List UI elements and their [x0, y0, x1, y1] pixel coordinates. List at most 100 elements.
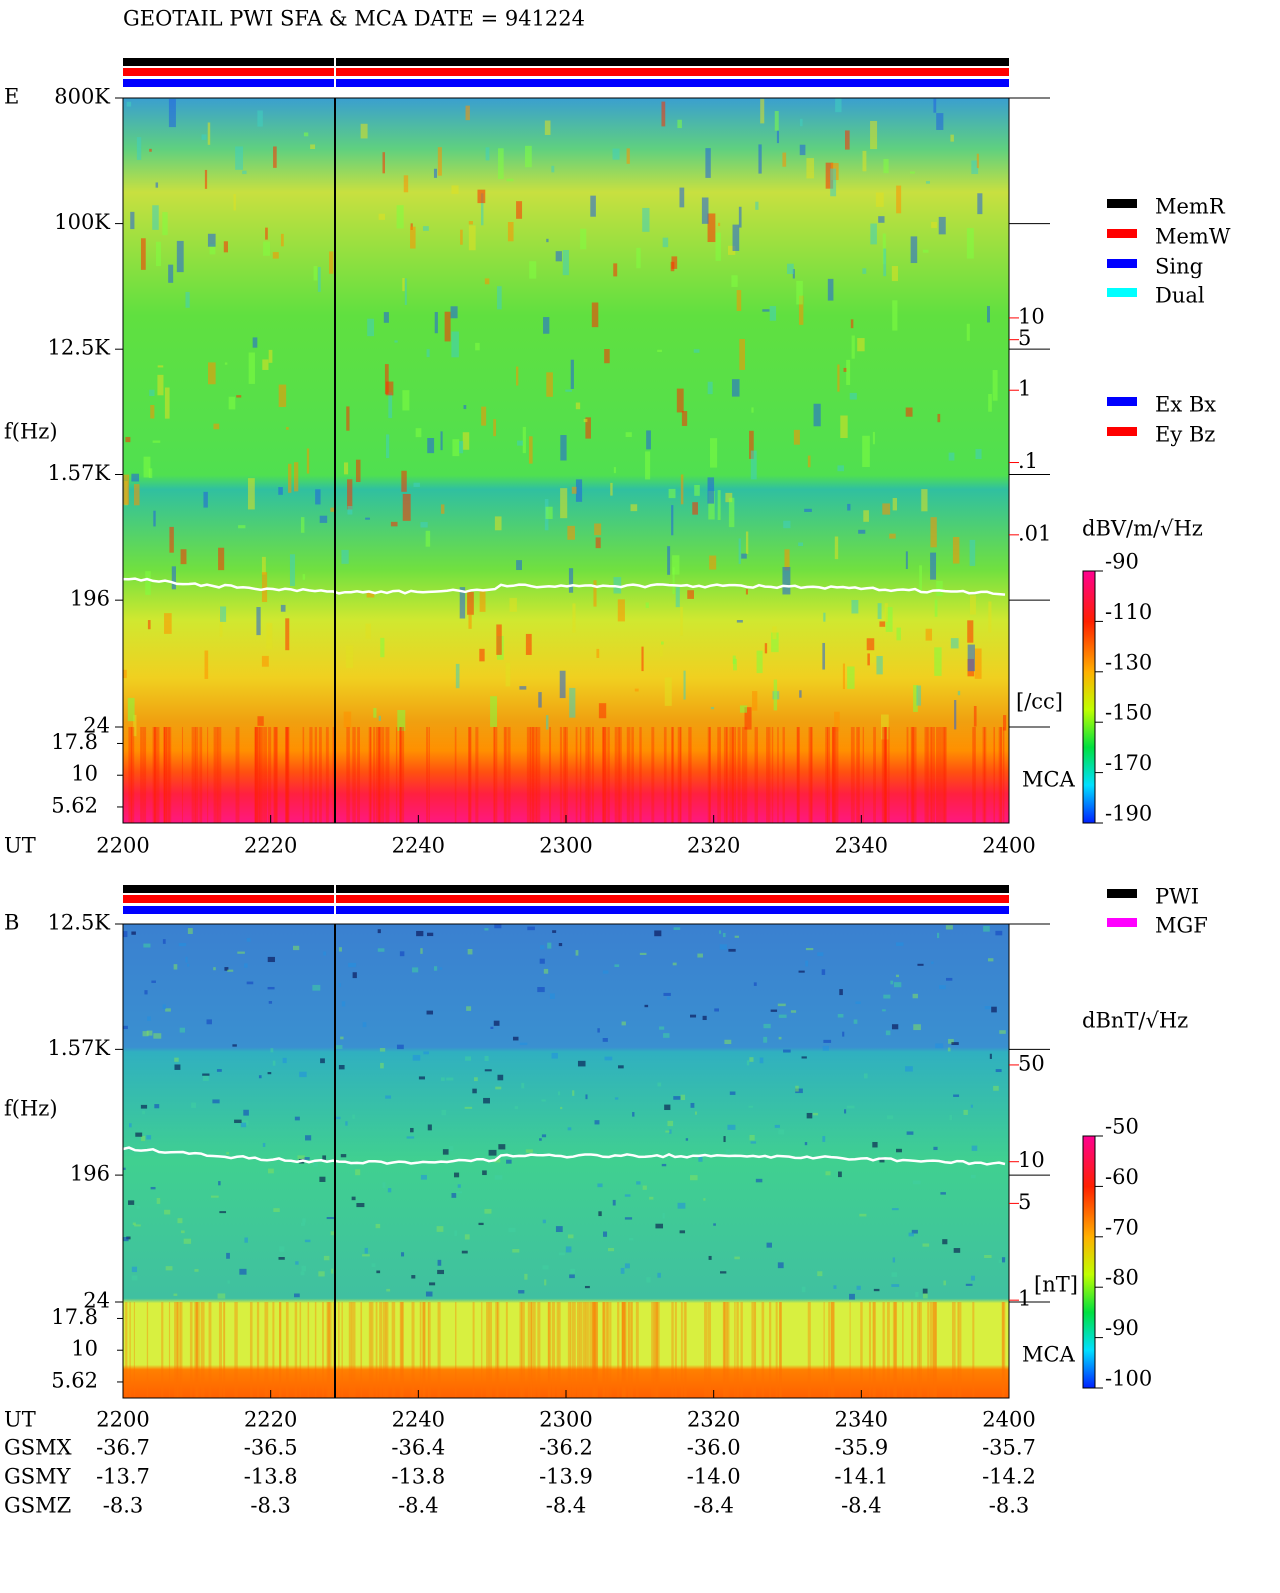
mca-texture	[680, 1302, 683, 1398]
spectrogram-texture	[739, 338, 746, 370]
mca-texture	[163, 727, 168, 823]
spectrogram-texture	[367, 318, 375, 337]
spectrogram-texture	[834, 536, 839, 560]
mca-texture	[521, 1302, 525, 1398]
spectrogram-texture	[356, 1202, 365, 1208]
spectrogram-texture	[235, 146, 244, 170]
spectrogram-texture	[243, 1109, 249, 1116]
spectrogram-texture	[343, 711, 352, 729]
x-axis-label: UT	[4, 1408, 36, 1432]
mca-texture	[911, 727, 915, 823]
legend-label: Ex Bx	[1155, 393, 1216, 417]
spectrogram-texture	[763, 1023, 771, 1029]
spectrogram-texture	[624, 1194, 631, 1197]
mca-texture	[370, 1302, 374, 1398]
spectrogram-texture	[240, 1122, 247, 1128]
mca-tick-label: 10	[71, 762, 98, 786]
spectrogram-texture	[939, 985, 946, 990]
y-axis-label: f(Hz)	[4, 420, 58, 444]
y-tick-label: 24	[83, 1289, 110, 1313]
mca-texture	[360, 1302, 363, 1398]
mca-texture	[327, 1302, 332, 1398]
spectrogram-texture	[673, 1096, 681, 1100]
mca-texture	[217, 727, 220, 823]
spectrogram-texture	[207, 122, 211, 145]
spectrogram-texture	[396, 1044, 404, 1050]
spectrogram-texture	[676, 388, 684, 413]
spectrogram-texture	[468, 225, 476, 251]
spectrogram-texture	[340, 1036, 344, 1040]
spectrogram-texture	[537, 987, 545, 993]
spectrogram-texture	[323, 951, 327, 956]
legend-swatch	[1107, 199, 1137, 208]
spectrogram-texture	[142, 1031, 149, 1037]
mca-texture	[617, 727, 620, 823]
spectrogram-texture	[846, 1105, 855, 1109]
mca-texture	[274, 727, 278, 823]
spectrogram-texture	[555, 251, 562, 262]
spectrogram-texture	[728, 245, 736, 255]
spectrogram-texture	[506, 178, 514, 182]
mca-texture	[378, 727, 382, 823]
spectrogram-texture	[490, 696, 498, 727]
spectrogram-texture	[239, 1268, 247, 1275]
colorbar-label: dBV/m/√Hz	[1082, 517, 1203, 541]
mca-texture	[982, 727, 985, 823]
spectrogram-texture	[685, 1138, 689, 1141]
spectrogram-texture	[220, 606, 227, 622]
spectrogram-texture	[394, 340, 398, 343]
spectrogram-texture	[763, 1036, 768, 1043]
mca-texture	[826, 727, 830, 823]
spectrogram-texture	[157, 374, 164, 396]
mca-texture	[1000, 727, 1002, 823]
spectrogram-texture	[155, 182, 159, 188]
spectrogram-texture	[795, 1085, 799, 1092]
spectrogram-texture	[694, 484, 700, 496]
spectrogram-texture	[263, 241, 271, 256]
colorbar-tick-label: -90	[1105, 1316, 1139, 1340]
legend-label: PWI	[1155, 885, 1199, 909]
mca-texture	[654, 1302, 658, 1398]
spectrogram-texture	[257, 110, 263, 127]
spectrogram-texture	[495, 1086, 502, 1090]
mca-texture	[621, 1302, 626, 1398]
spectrogram-texture	[970, 1104, 973, 1108]
spectrogram-texture	[460, 229, 463, 245]
mca-texture	[603, 727, 607, 823]
spectrogram-texture	[846, 359, 851, 385]
spectrogram-texture	[434, 312, 438, 334]
spectrogram-texture	[482, 1170, 487, 1176]
mca-texture	[614, 727, 618, 823]
mca-texture	[884, 727, 886, 823]
spectrogram-texture	[725, 492, 733, 503]
spectrogram-texture	[227, 1280, 230, 1284]
spectrogram-texture	[279, 1246, 285, 1252]
spectrogram-texture	[731, 275, 738, 287]
spectrogram-texture	[123, 1167, 126, 1170]
spectrogram-texture	[149, 389, 155, 397]
mca-texture	[622, 1302, 626, 1398]
spectrogram-texture	[925, 628, 933, 641]
mca-texture	[346, 727, 350, 823]
spectrogram-texture	[143, 456, 151, 478]
spectrogram-texture	[273, 1208, 280, 1212]
spectrogram-texture	[546, 238, 549, 243]
spectrogram-texture	[892, 300, 898, 331]
spectrogram-texture	[753, 982, 757, 986]
spectrogram-texture	[545, 715, 549, 730]
spectrogram-texture	[594, 523, 602, 536]
spectrogram-texture	[498, 1144, 506, 1150]
spectrogram-texture	[437, 147, 442, 176]
spectrogram-texture	[597, 1183, 603, 1188]
spectrogram-texture	[385, 1095, 392, 1099]
mca-texture	[564, 727, 568, 823]
spectrogram-texture	[834, 711, 840, 732]
spectrogram-texture	[382, 152, 386, 174]
mca-texture	[906, 727, 909, 823]
colorbar-tick-label: -90	[1105, 550, 1139, 574]
mca-texture	[223, 1302, 225, 1398]
spectrogram-texture	[885, 607, 893, 632]
spectrogram-texture	[130, 211, 135, 230]
spectrogram-texture	[621, 1021, 626, 1026]
spectrogram-texture	[528, 436, 533, 464]
